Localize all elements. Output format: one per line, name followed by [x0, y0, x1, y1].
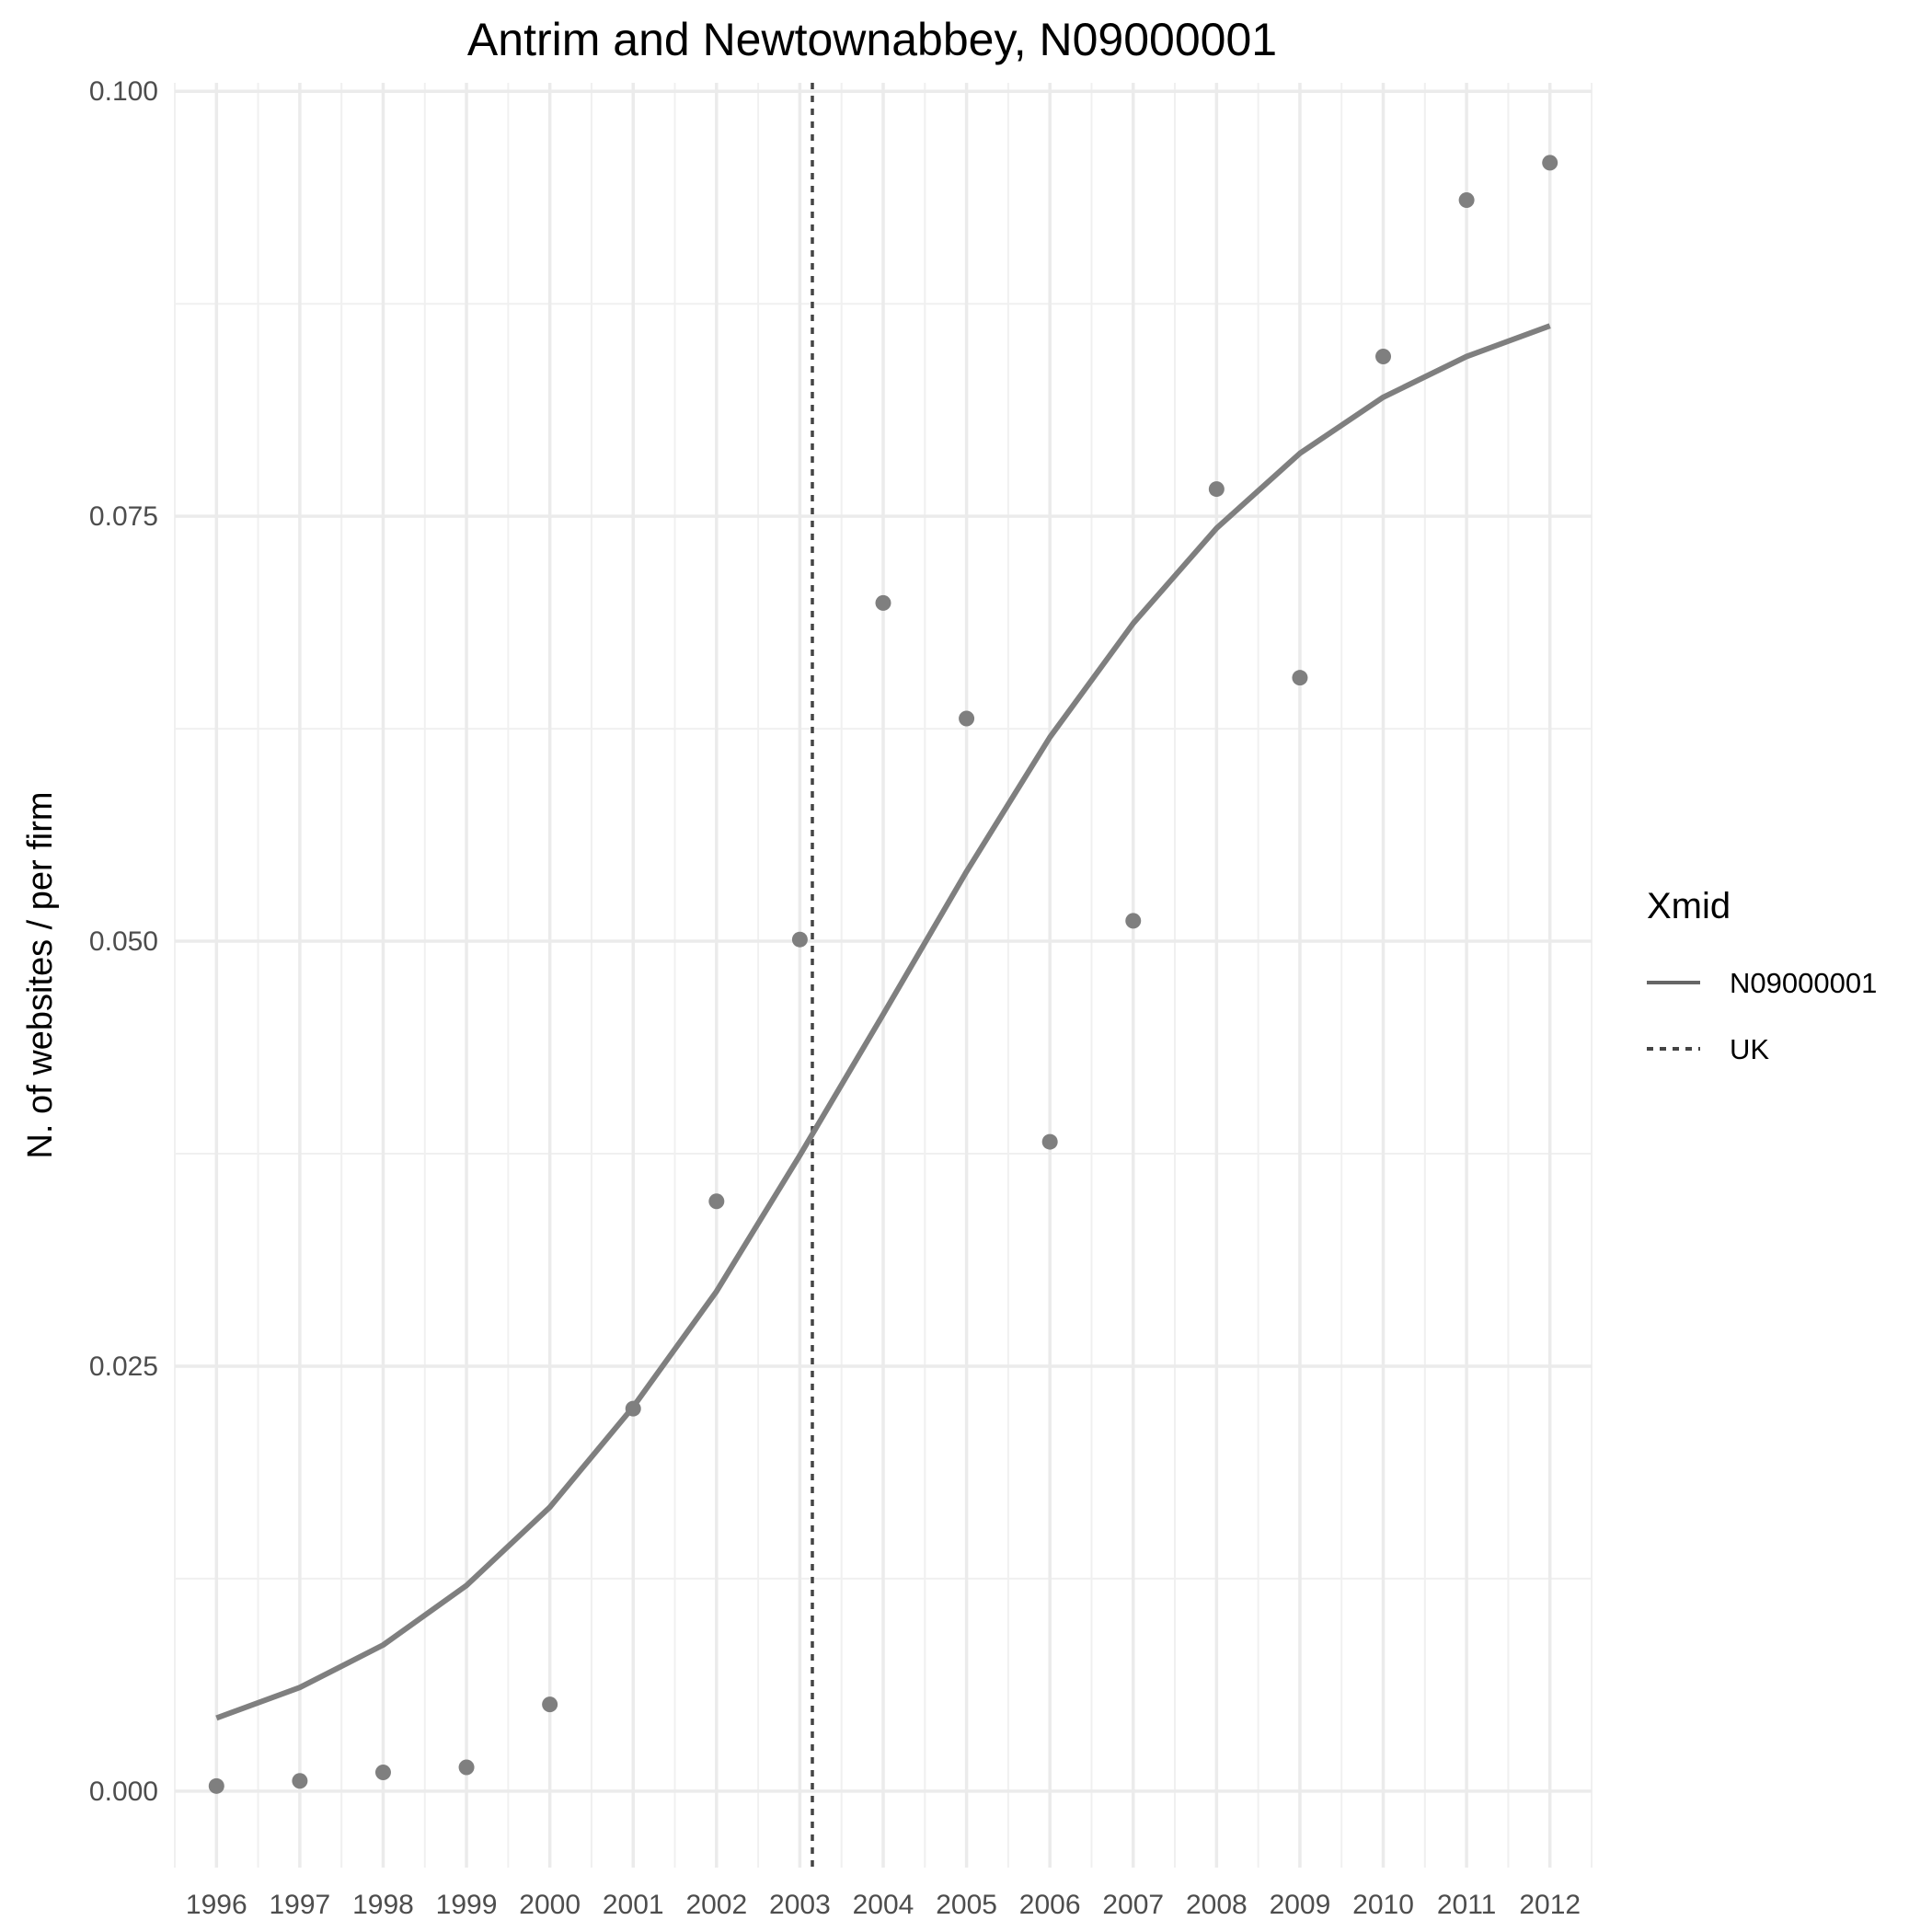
y-tick-label: 0.000: [89, 1777, 158, 1807]
y-tick-label: 0.025: [89, 1351, 158, 1382]
y-tick-label: 0.050: [89, 926, 158, 957]
data-point: [1041, 1133, 1058, 1150]
x-tick-label: 2000: [519, 1890, 581, 1920]
x-tick-label: 2011: [1437, 1890, 1497, 1920]
grid: [174, 83, 1593, 1868]
tick-labels: 0.000 0.025 0.050 0.075 0.100 1996 1997 1998 199…: [89, 76, 1581, 1920]
y-axis-title: N. of websites / per firm: [21, 791, 60, 1158]
x-tick-label: 2001: [603, 1890, 664, 1920]
x-tick-label: 2008: [1186, 1890, 1248, 1920]
data-point: [1375, 348, 1392, 364]
x-tick-label: 2002: [685, 1890, 747, 1920]
data-point: [1208, 481, 1225, 498]
data-point: [708, 1193, 725, 1210]
x-tick-label: 1997: [270, 1890, 331, 1920]
x-tick-label: 2006: [1019, 1890, 1081, 1920]
data-point: [458, 1759, 475, 1776]
legend-label: UK: [1730, 1033, 1769, 1065]
data-point: [1292, 670, 1308, 686]
data-point: [791, 931, 808, 948]
data-point: [542, 1696, 558, 1713]
x-tick-label: 2007: [1102, 1890, 1164, 1920]
trend-line-n09000001: [215, 323, 1551, 1721]
chart-title: Antrim and Newtownabbey, N09000001: [467, 14, 1277, 65]
series: [208, 155, 1558, 1794]
x-tick-label: 2012: [1519, 1890, 1581, 1920]
x-tick-label: 1999: [436, 1890, 498, 1920]
x-tick-label: 2009: [1270, 1890, 1331, 1920]
x-tick-label: 2005: [936, 1890, 997, 1920]
data-point: [1458, 191, 1475, 208]
data-point: [292, 1773, 308, 1789]
x-tick-label: 2010: [1352, 1890, 1414, 1920]
x-tick-label: 1998: [352, 1890, 414, 1920]
x-tick-label: 1996: [186, 1890, 247, 1920]
data-point: [625, 1400, 641, 1417]
data-point: [959, 710, 975, 727]
data-point: [374, 1765, 391, 1781]
data-point: [1542, 155, 1558, 171]
data-point: [208, 1777, 224, 1794]
x-tick-label: 2003: [769, 1890, 831, 1920]
data-point: [1125, 913, 1142, 929]
legend: Xmid N09000001 UK: [1647, 886, 1877, 1065]
legend-title: Xmid: [1647, 886, 1731, 926]
legend-items: N09000001 UK: [1647, 967, 1877, 1065]
legend-label: N09000001: [1730, 967, 1877, 999]
y-tick-label: 0.100: [89, 76, 158, 107]
data-point: [875, 594, 891, 611]
x-tick-label: 2004: [853, 1890, 914, 1920]
y-tick-label: 0.075: [89, 501, 158, 532]
